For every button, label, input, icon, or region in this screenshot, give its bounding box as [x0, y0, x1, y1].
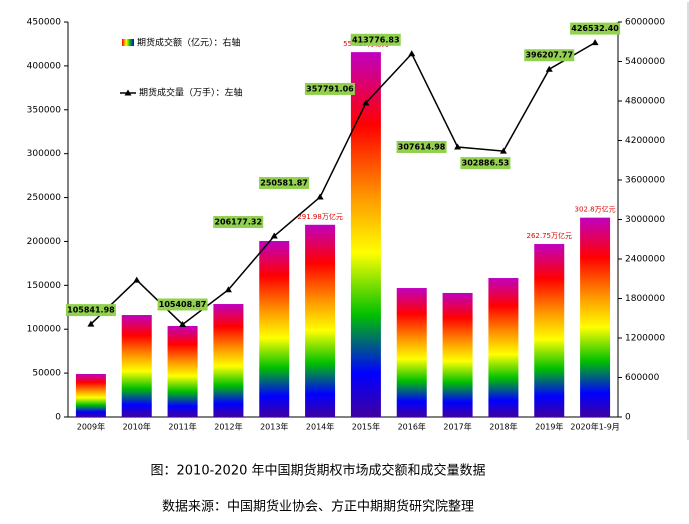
label-box [65, 304, 116, 317]
x-tick-label: 2013年 [260, 422, 288, 432]
line-marker [179, 320, 187, 327]
y-tick-label: 100000 [27, 325, 62, 335]
caption: 图：2010-2020 年中国期货期权市场成交额和成交量数据 [151, 463, 486, 479]
bar [580, 217, 611, 417]
line [90, 41, 596, 326]
y-tick-label: 400000 [27, 61, 62, 71]
y-tick-label: 450000 [27, 18, 62, 28]
x-tick-label: 2016年 [398, 422, 426, 432]
line-marker [224, 286, 232, 293]
label-box [213, 216, 264, 229]
y-tick-label: 0 [55, 413, 61, 423]
bar [396, 288, 427, 417]
label-box [524, 49, 575, 62]
line-value-label: 206177.32 [214, 218, 262, 227]
line-value-label: 307614.98 [398, 142, 446, 151]
y2-tick-label: 600000 [625, 373, 660, 383]
y2-tick-label: 4200000 [625, 136, 665, 146]
line-value-label: 302886.53 [462, 159, 510, 168]
line-marker [133, 276, 141, 283]
legend-label: 期货成交量（万手）：左轴 [139, 87, 243, 99]
line-marker [270, 232, 278, 239]
line-value-label: 105408.87 [159, 300, 207, 309]
bar [534, 244, 565, 417]
x-tick-label: 2012年 [214, 422, 242, 432]
line-value-label: 250581.87 [260, 179, 308, 188]
x-tick-label: 2010年 [123, 422, 151, 432]
bar [488, 278, 519, 417]
legend-swatch [122, 39, 134, 46]
line-marker [454, 143, 462, 150]
y2-tick-label: 3600000 [625, 176, 665, 186]
y2-tick-label: 2400000 [625, 255, 665, 265]
line-marker [591, 39, 599, 46]
y2-tick-label: 1200000 [625, 334, 665, 344]
label-box [259, 177, 310, 190]
bar-value-label: 262.75万亿元 [527, 231, 573, 240]
line-marker [408, 50, 416, 57]
x-tick-label: 2014年 [306, 422, 334, 432]
x-tick-label: 2018年 [489, 422, 517, 432]
y2-tick-label: 3000000 [625, 215, 665, 225]
y-tick-label: 200000 [27, 237, 62, 247]
label-box [396, 140, 447, 153]
line-value-label: 357791.06 [306, 84, 354, 93]
line-value-label: 413776.83 [352, 35, 400, 44]
source: 数据来源：中国期货业协会、方正中期期货研究院整理 [162, 499, 474, 515]
line-value-label: 426532.40 [571, 24, 619, 33]
bar [75, 374, 106, 417]
x-tick-label: 2009年 [77, 422, 105, 432]
bar [259, 241, 290, 417]
legend-marker [124, 89, 132, 96]
line-value-label: 396207.77 [525, 51, 573, 60]
y-tick-label: 50000 [32, 369, 61, 379]
y-tick-label: 300000 [27, 149, 62, 159]
y-tick-label: 150000 [27, 281, 62, 291]
label-box [157, 298, 208, 311]
label-box [570, 22, 621, 35]
label-box [304, 82, 355, 95]
y-tick-label: 250000 [27, 193, 62, 203]
line-value-label: 105841.98 [67, 306, 115, 315]
line-marker [362, 99, 370, 106]
bar [442, 292, 473, 417]
bar [305, 224, 336, 417]
line-marker [316, 193, 324, 200]
x-tick-label: 2017年 [443, 422, 471, 432]
line-marker [545, 65, 553, 72]
y-tick-label: 350000 [27, 105, 62, 115]
label-box [350, 33, 401, 46]
x-tick-label: 2020年1-9月 [570, 422, 619, 432]
bar [350, 52, 381, 417]
label-box [460, 157, 511, 170]
x-tick-label: 2019年 [535, 422, 563, 432]
bar-value-label: 291.98万亿元 [297, 212, 343, 221]
y2-tick-label: 0 [625, 413, 631, 423]
x-tick-label: 2015年 [352, 422, 380, 432]
bar [121, 315, 152, 417]
y2-tick-label: 4800000 [625, 97, 665, 107]
y2-tick-label: 6000000 [625, 18, 665, 28]
bar [213, 304, 244, 417]
bar [167, 326, 198, 417]
y2-tick-label: 5400000 [625, 57, 665, 67]
x-tick-label: 2011年 [168, 422, 196, 432]
line-marker [499, 147, 507, 154]
line-marker [87, 320, 95, 327]
y2-tick-label: 1800000 [625, 294, 665, 304]
legend-label: 期货成交额（亿元）：右轴 [137, 37, 241, 49]
bar-value-label: 302.8万亿元 [575, 205, 616, 214]
